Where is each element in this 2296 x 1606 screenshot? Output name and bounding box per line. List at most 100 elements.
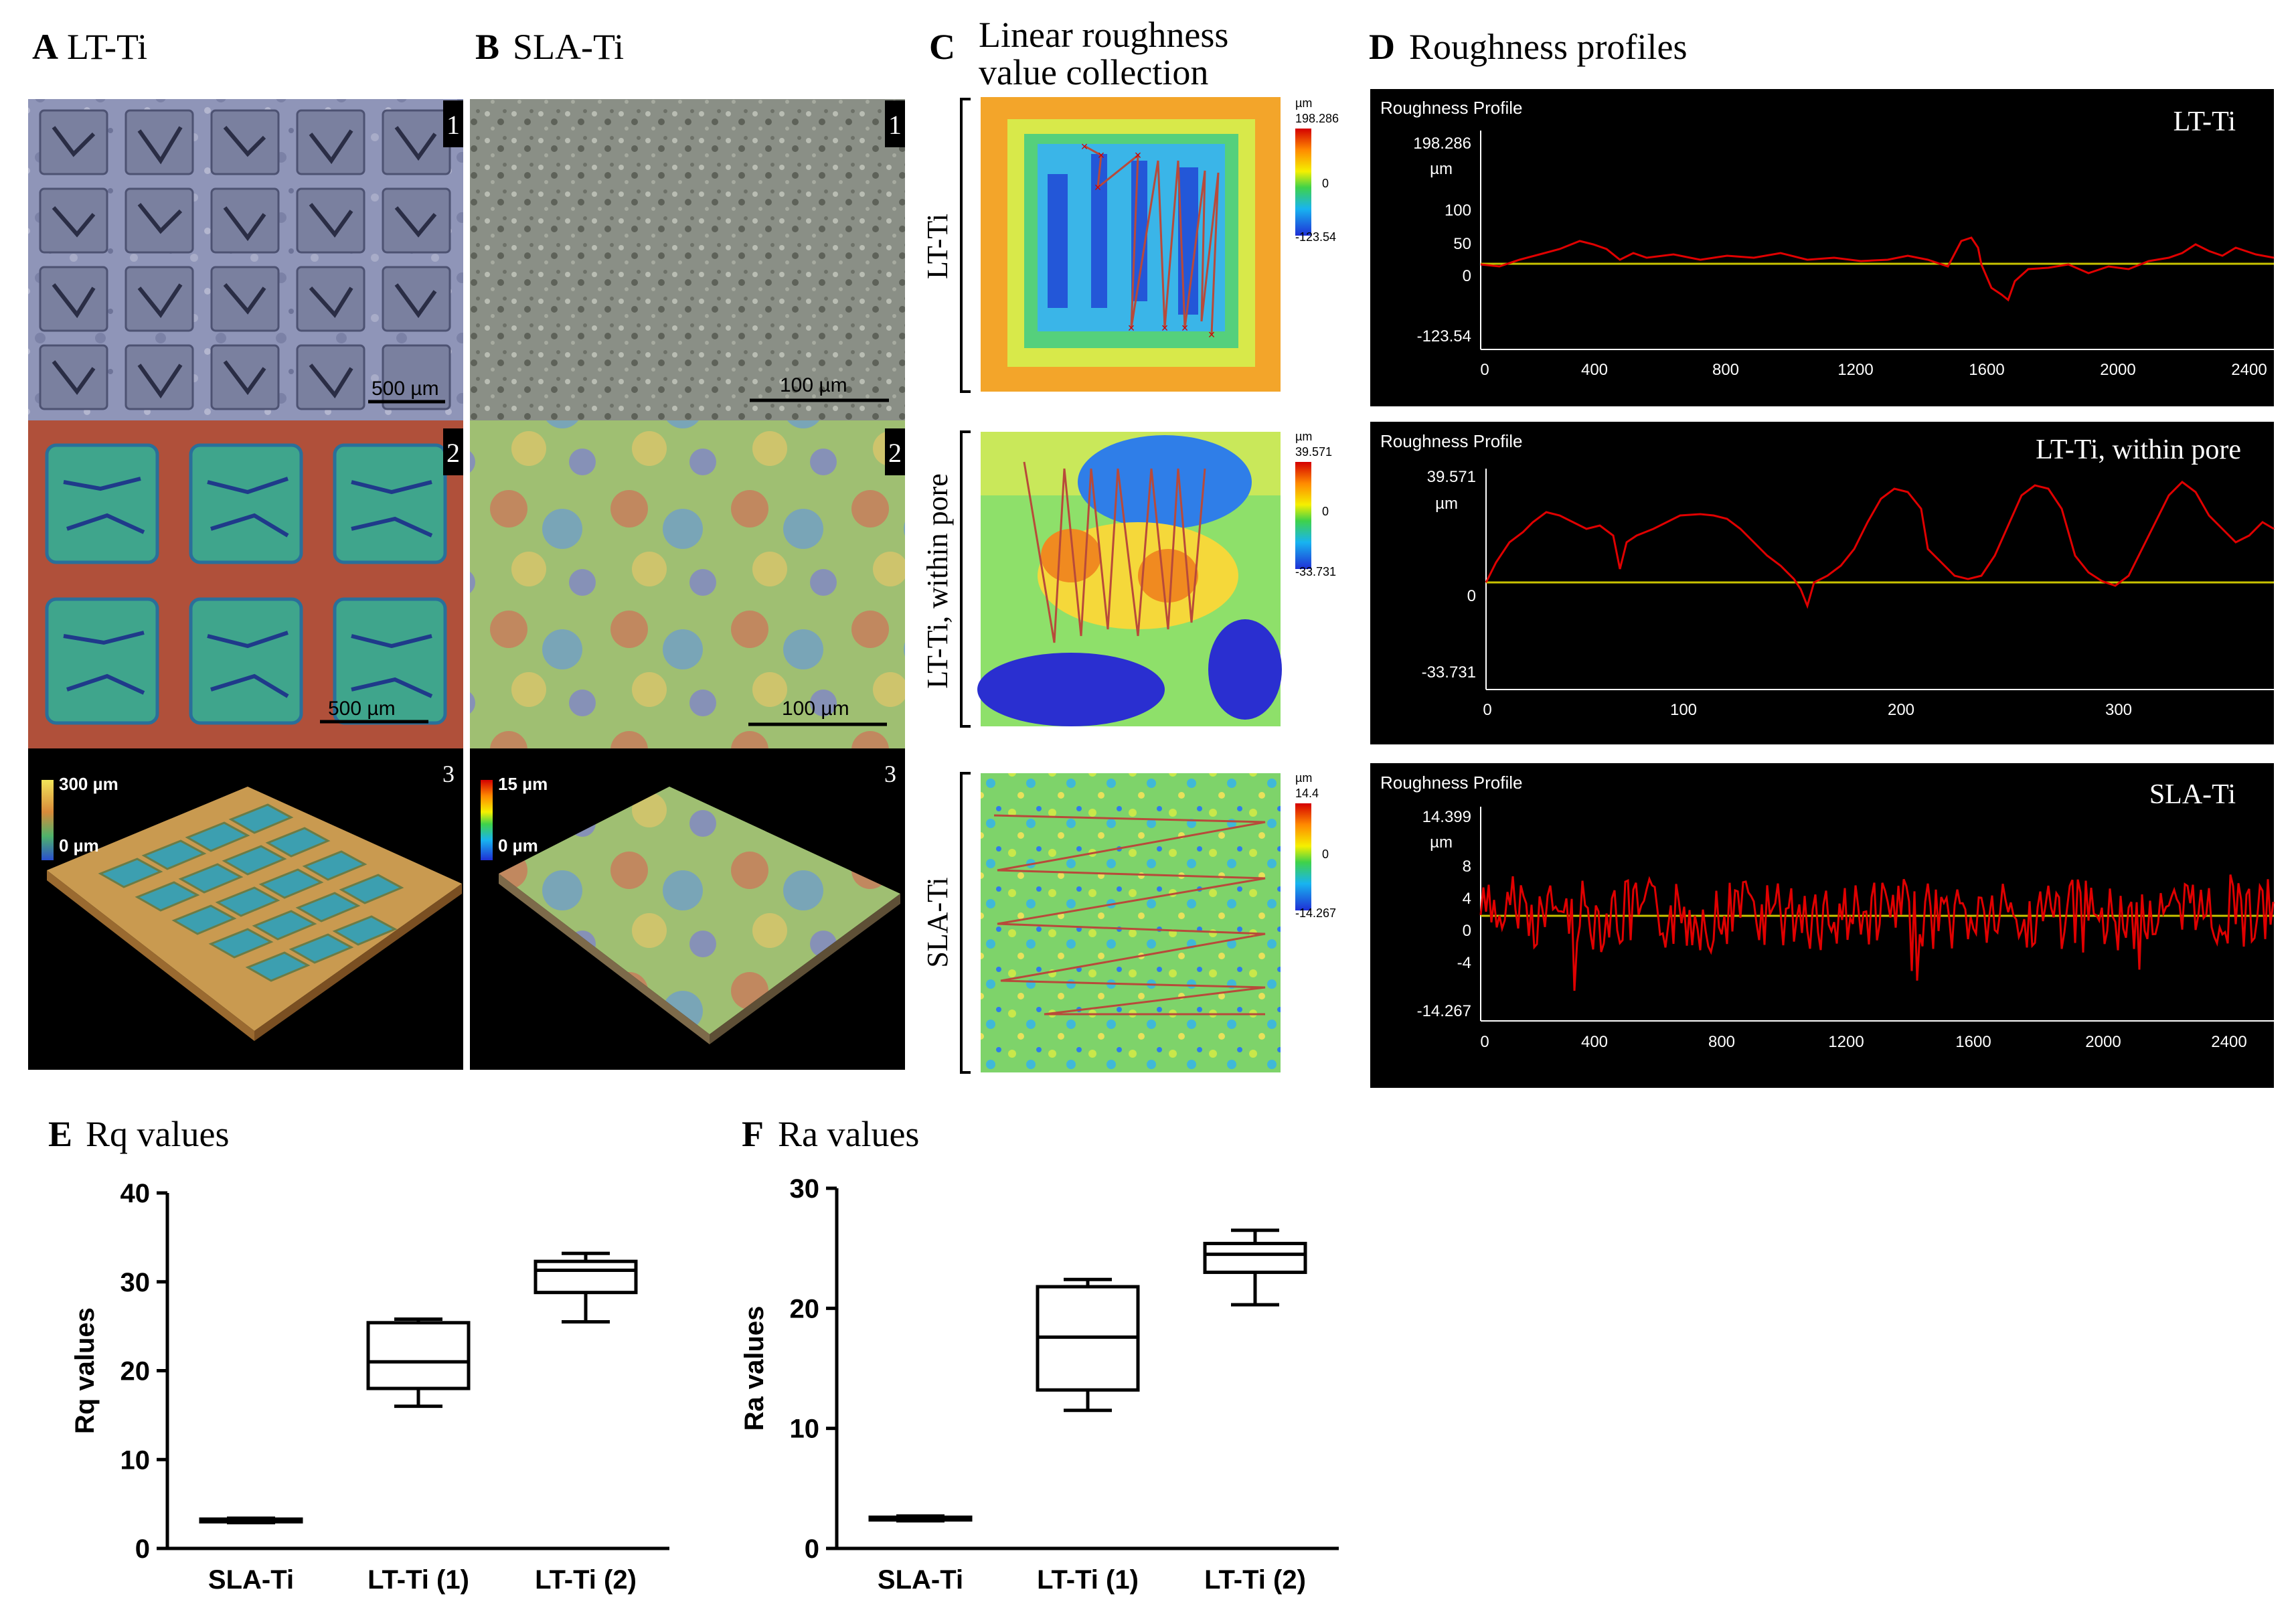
profile3-xtick: 2400 (2211, 1033, 2246, 1051)
box-iqr (1203, 1241, 1307, 1275)
profile1-trace (1480, 236, 2275, 302)
panel-a1-number: 1 (446, 110, 460, 140)
panel-b3-number: 3 (884, 760, 896, 787)
panel-b1-number: 1 (888, 110, 902, 140)
box-iqr (366, 1321, 471, 1390)
profile3-xtick: 800 (1708, 1033, 1735, 1051)
panel-b3-3d-view: 15 µm 0 µm 3 (470, 748, 905, 1070)
panel-c-map2-min: -33.731 (1295, 565, 1336, 578)
svg-text:×: × (1161, 321, 1169, 335)
profile2-xtick: 300 (2105, 701, 2132, 719)
profile1-ytick: 100 (1445, 202, 1471, 220)
panel-b-letter: B (475, 27, 499, 67)
panel-b: B SLA-Ti 1 100 µm 2 100 µm 15 µm 0 µm 3 (470, 27, 905, 1070)
panel-e: E Rq values 0 10 20 30 40 Rq values SLA-Ti LT-T… (48, 1114, 669, 1595)
panel-c-map1-mid: 0 (1322, 177, 1329, 190)
panel-b-title: SLA-Ti (513, 27, 624, 67)
profile3-ytick: 4 (1463, 890, 1471, 908)
panel-c-map3-max: 14.4 (1295, 787, 1319, 800)
panel-c-letter: C (929, 27, 955, 67)
panel-c-map3-min: -14.267 (1295, 906, 1336, 920)
profile1-xtick: 0 (1480, 361, 1489, 379)
panel-c-map-lt-ti: LT-Ti × × × × × × × × µm 198.286 0 -123.54 (921, 96, 1339, 393)
x-tick-label: SLA-Ti (878, 1565, 963, 1595)
profile2-ytick: 39.571 (1427, 468, 1476, 486)
panel-c-map1-unit: µm (1295, 96, 1312, 110)
panel-c-map3-mid: 0 (1322, 848, 1329, 861)
profile1-xtick: 2000 (2100, 361, 2135, 379)
panel-d: D Roughness profiles Roughness Profile L… (1369, 27, 2275, 1088)
panel-a3-3d-view: 300 µm 0 µm 3 (28, 748, 463, 1070)
profile1-ytick: -123.54 (1417, 327, 1471, 345)
panel-e-letter: E (48, 1114, 72, 1154)
svg-text:×: × (1128, 321, 1135, 335)
y-tick-label: 30 (120, 1268, 151, 1297)
panel-a: A LT-Ti (28, 27, 463, 1070)
panel-f: F Ra values 0 10 20 30 Ra values SLA-Ti LT-Ti … (740, 1114, 1339, 1595)
panel-a2-number: 2 (446, 438, 460, 468)
y-tick-label: 30 (790, 1174, 820, 1204)
panel-d-title: Roughness profiles (1409, 27, 1687, 67)
profile1-ytick: 0 (1463, 267, 1471, 285)
y-tick-label: 0 (805, 1534, 819, 1564)
y-tick-label: 10 (790, 1415, 820, 1444)
panel-a3-colorbar (42, 780, 54, 860)
box-iqr (534, 1259, 638, 1295)
profile3-header: Roughness Profile (1380, 773, 1522, 793)
profile3-xtick: 1200 (1828, 1033, 1864, 1051)
profile1-ytick: 198.286 (1413, 135, 1471, 153)
panel-a1-scale-label: 500 µm (372, 378, 439, 400)
y-tick-label: 40 (120, 1179, 151, 1208)
y-axis-label: Ra values (740, 1306, 769, 1431)
panel-c-map2-max: 39.571 (1295, 445, 1332, 459)
profile2-ytick: 0 (1467, 587, 1476, 605)
profile1-xtick: 400 (1581, 361, 1608, 379)
profile2-xtick: 100 (1670, 701, 1697, 719)
svg-text:×: × (1098, 149, 1105, 162)
profile1-xtick: 1600 (1969, 361, 2004, 379)
profile3-ytick: -14.267 (1417, 1002, 1471, 1020)
panel-b2-number: 2 (888, 438, 902, 468)
panel-c: C Linear roughness value collection LT-T… (921, 15, 1339, 1074)
svg-text:×: × (1135, 149, 1142, 162)
svg-text:×: × (1208, 328, 1216, 341)
panel-b2-scale-label: 100 µm (782, 698, 849, 720)
panel-c-map3-unit: µm (1295, 771, 1312, 785)
panel-a1-micrograph: 1 500 µm (28, 99, 463, 420)
profile1-xtick: 2400 (2231, 361, 2267, 379)
y-tick-label: 20 (790, 1294, 820, 1323)
profile3-trace (1479, 874, 2275, 991)
panel-b3-colorbar-min: 0 µm (498, 835, 538, 856)
panel-c-map1-side-label: LT-Ti (921, 214, 954, 279)
profile1-label: LT-Ti (2174, 106, 2236, 137)
panel-a2-scale-label: 500 µm (328, 698, 396, 720)
chart-ra-values: 0 10 20 30 Ra values SLA-Ti LT-Ti (1) LT-Ti (2) (740, 1174, 1339, 1595)
y-tick-label: 20 (120, 1357, 151, 1386)
panel-d-letter: D (1369, 27, 1395, 67)
profile3-xtick: 400 (1581, 1033, 1608, 1051)
panel-c-map1-min: -123.54 (1295, 230, 1336, 244)
x-tick-label: LT-Ti (2) (1204, 1565, 1306, 1595)
profile1-header: Roughness Profile (1380, 98, 1522, 118)
x-tick-label: LT-Ti (1) (367, 1565, 469, 1595)
roughness-profile-sla-ti: Roughness Profile SLA-Ti 14.399 µm 8 4 0… (1370, 763, 2275, 1088)
profile3-ytick: -4 (1457, 954, 1471, 972)
panel-c-map2-side-label: LT-Ti, within pore (921, 473, 954, 689)
panel-c-map3-side-label: SLA-Ti (921, 877, 954, 967)
panel-c-title-line1: Linear roughness (979, 15, 1228, 55)
svg-text:×: × (1181, 321, 1189, 335)
panel-a3-colorbar-min: 0 µm (59, 835, 99, 856)
x-tick-label: LT-Ti (2) (535, 1565, 637, 1595)
panel-c-map2-unit: µm (1295, 430, 1312, 443)
chart-rq-values: 0 10 20 30 40 Rq values SLA-Ti LT-Ti (1) LT-Ti (… (70, 1179, 669, 1595)
profile2-yunit: µm (1435, 495, 1458, 513)
profile3-xtick: 1600 (1955, 1033, 1991, 1051)
panel-a3-colorbar-max: 300 µm (59, 774, 118, 794)
x-tick-label: LT-Ti (1) (1037, 1565, 1139, 1595)
panel-b1-scale-label: 100 µm (780, 374, 847, 396)
profile3-xtick: 2000 (2085, 1033, 2121, 1051)
x-tick-label: SLA-Ti (208, 1565, 294, 1595)
profile1-xtick: 800 (1712, 361, 1739, 379)
profile2-header: Roughness Profile (1380, 431, 1522, 451)
